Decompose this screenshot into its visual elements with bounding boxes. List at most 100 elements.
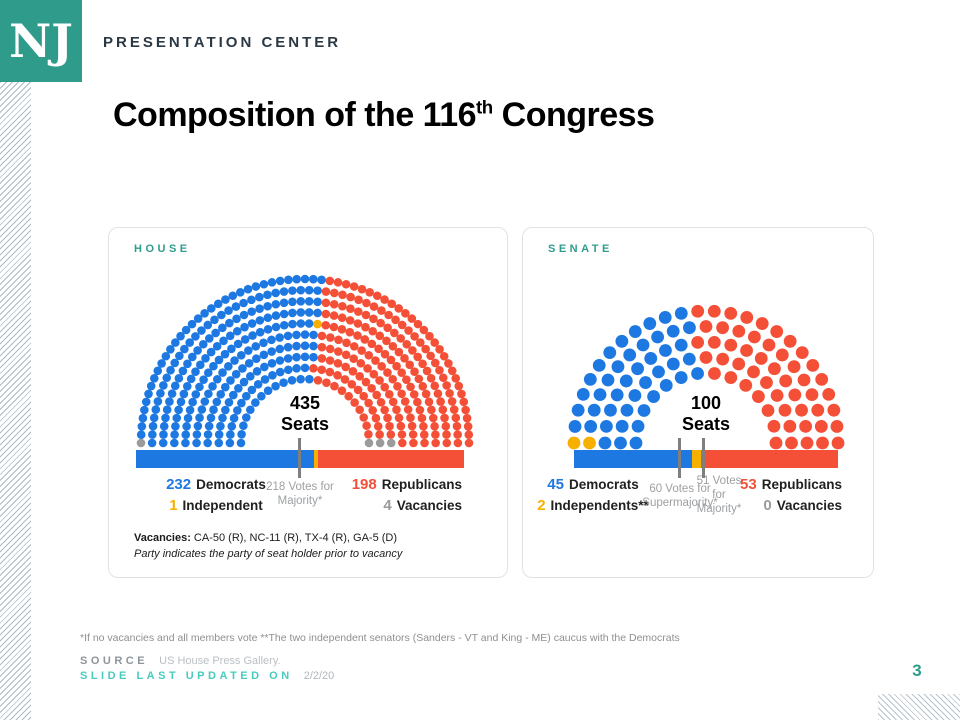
updated-row: SLIDE LAST UPDATED ON 2/2/20: [80, 670, 334, 682]
seat-dot: [193, 314, 203, 323]
seat-dot: [393, 382, 402, 391]
seat-dot: [383, 368, 392, 377]
seat-dot: [376, 398, 386, 407]
seat-dot: [384, 310, 393, 320]
seat-dot: [325, 367, 335, 377]
seat-dot: [755, 317, 769, 330]
house-independent-stat: 1 Independent: [169, 497, 263, 514]
seat-dot: [188, 397, 197, 407]
seat-dot: [292, 330, 301, 340]
seat-dot: [203, 430, 213, 439]
seat-dot: [224, 362, 233, 371]
nj-logo-text: NJ: [9, 14, 73, 68]
seat-dot: [583, 436, 596, 450]
house-left-stats: 232 Democrats 1 Independent: [136, 474, 296, 516]
seat-dot: [200, 309, 209, 318]
seat-dot: [397, 430, 407, 439]
seat-dot: [161, 351, 171, 361]
seat-dot: [166, 365, 175, 375]
seat-dot: [237, 398, 246, 408]
house-right-stats: 198 Republicans 4 Vacancies: [292, 474, 462, 516]
seat-dot: [426, 373, 436, 383]
seat-dot: [242, 413, 251, 422]
seat-dot: [371, 356, 380, 365]
seat-dot: [267, 278, 277, 287]
seat-dot: [404, 326, 413, 335]
seat-dot: [284, 275, 293, 285]
seat-dot: [247, 319, 257, 328]
seat-dot: [304, 285, 314, 295]
seat-dot: [238, 364, 247, 373]
seat-dot: [444, 359, 453, 368]
bar-segment-independent: [691, 450, 701, 468]
seat-dot: [195, 360, 205, 370]
seat-dot: [599, 419, 613, 433]
seat-dot: [296, 308, 306, 317]
seat-dot: [227, 421, 237, 431]
seat-dot: [615, 334, 629, 348]
seat-dot: [317, 354, 327, 363]
seat-dot: [666, 324, 680, 338]
seat-dot: [816, 436, 829, 450]
seat-dot: [191, 367, 200, 377]
seat-dot: [362, 421, 371, 431]
seat-dot: [300, 274, 310, 284]
seat-dot: [179, 389, 189, 399]
seat-dot: [259, 279, 269, 289]
seat-dot: [181, 325, 191, 335]
senate-parliament-chart: [567, 304, 845, 450]
seat-dot: [153, 397, 163, 406]
seat-dot: [376, 318, 385, 328]
brand-title: PRESENTATION CENTER: [103, 34, 342, 51]
seat-dot: [209, 361, 218, 371]
seat-dot: [243, 284, 253, 294]
seat-dot: [181, 438, 190, 448]
seat-dot: [388, 397, 398, 407]
seat-dot: [442, 430, 451, 439]
seat-dot: [364, 350, 374, 360]
seat-dot: [232, 326, 242, 336]
seat-dot: [417, 413, 427, 423]
seat-dot: [136, 430, 146, 439]
seat-dot: [426, 351, 435, 361]
seat-dot: [159, 421, 169, 431]
seat-dot: [337, 386, 347, 396]
seat-dot: [377, 362, 386, 371]
seat-dot: [241, 391, 251, 401]
seat-dot: [292, 364, 301, 373]
seat-dot: [338, 290, 347, 300]
seat-dot: [462, 413, 472, 423]
seat-dot: [380, 382, 390, 392]
seat-dot: [214, 430, 224, 439]
seat-dot: [313, 319, 322, 329]
seat-dot: [218, 413, 227, 423]
seat-dot: [691, 335, 705, 349]
seat-dot: [431, 438, 440, 448]
house-card: HOUSE 435 Seats 232 Democrats 1 Independen…: [108, 227, 508, 578]
seat-dot: [221, 295, 230, 304]
seat-dot: [271, 299, 281, 309]
seat-dot: [762, 338, 776, 352]
seat-dot: [674, 371, 688, 384]
seat-dot: [822, 388, 836, 401]
seat-dot: [197, 326, 206, 335]
seat-dot: [785, 436, 798, 450]
seat-dot: [166, 345, 175, 354]
seat-dot: [239, 310, 249, 320]
seat-dot: [409, 438, 418, 448]
seat-dot: [268, 371, 277, 380]
seat-dot: [186, 374, 196, 384]
seat-dot: [204, 389, 213, 399]
seat-dot: [158, 438, 168, 448]
seat-dot: [724, 338, 738, 352]
seat-dot: [767, 419, 781, 433]
seat-dot: [255, 304, 264, 313]
seat-dot: [407, 314, 417, 323]
seat-dot: [386, 355, 396, 365]
seat-dot: [431, 430, 440, 439]
house-republicans-stat: 198 Republicans: [351, 476, 462, 493]
seat-dot: [283, 342, 293, 352]
seat-dot: [805, 388, 819, 401]
seat-dot: [234, 384, 243, 393]
seat-dot: [212, 397, 222, 407]
